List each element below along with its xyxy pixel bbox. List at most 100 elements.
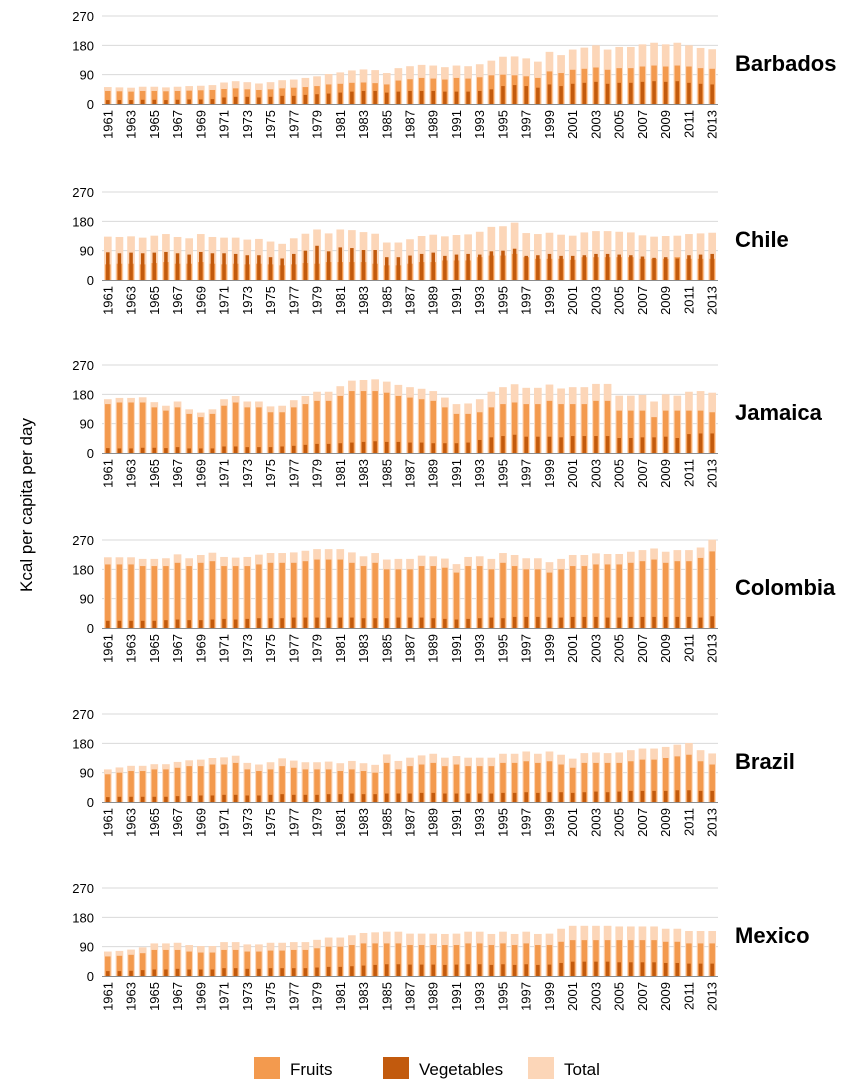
fruit-bar-mexico-1980 [325, 946, 332, 976]
vegetable-bar-chile-1969 [199, 251, 203, 280]
fruit-bar-mexico-1964 [139, 953, 146, 976]
fruit-bar-mexico-1975 [267, 950, 274, 976]
fruit-bar-brazil-1987 [407, 766, 413, 802]
vegetable-bar-chile-2013 [710, 253, 714, 280]
x-tick-colombia-2003: 2003 [588, 634, 603, 663]
vegetable-bar-chile-2001 [570, 255, 575, 280]
fruit-bar-barbados-1972 [232, 88, 239, 104]
x-tick-mexico-1999: 1999 [542, 982, 557, 1011]
vegetable-bar-jamaica-1965 [152, 447, 157, 453]
x-tick-brazil-1975: 1975 [263, 808, 278, 837]
fruit-bar-colombia-1967 [174, 562, 181, 628]
fruit-bar-jamaica-1993 [476, 412, 483, 453]
vegetable-bar-colombia-2010 [675, 616, 680, 628]
fruit-bar-jamaica-1978 [302, 404, 309, 453]
vegetable-bar-chile-2006 [629, 255, 633, 280]
fruit-bar-mexico-1994 [488, 945, 495, 976]
x-tick-brazil-1973: 1973 [240, 808, 255, 837]
x-tick-brazil-2003: 2003 [588, 808, 603, 837]
x-tick-brazil-1969: 1969 [193, 808, 208, 837]
vegetable-bar-barbados-1961 [106, 100, 110, 104]
fruit-bar-mexico-1968 [186, 951, 192, 976]
vegetable-bar-chile-1973 [245, 255, 250, 280]
vegetable-bar-jamaica-1986 [396, 441, 401, 453]
y-tick-colombia-270: 270 [72, 533, 94, 548]
vegetable-bar-chile-1970 [210, 253, 215, 280]
vegetable-bar-mexico-1985 [384, 964, 389, 976]
vegetable-bar-barbados-1982 [350, 91, 354, 104]
y-tick-barbados-0: 0 [87, 97, 94, 112]
vegetable-bar-barbados-1985 [384, 92, 389, 104]
fruit-bar-colombia-1984 [372, 562, 378, 628]
vegetable-bar-brazil-1997 [524, 792, 528, 802]
vegetable-bar-chile-1986 [396, 257, 401, 280]
vegetable-bar-colombia-1983 [361, 618, 366, 628]
fruit-bar-brazil-2009 [662, 758, 669, 802]
vegetable-bar-mexico-1979 [315, 967, 319, 976]
fruit-bar-colombia-1963 [128, 564, 134, 628]
fruit-bar-brazil-1972 [232, 762, 239, 802]
x-tick-barbados-1977: 1977 [286, 110, 301, 139]
vegetable-bar-brazil-1995 [501, 792, 505, 802]
x-tick-chile-2009: 2009 [658, 286, 673, 315]
vegetable-bar-brazil-2013 [710, 790, 714, 802]
vegetable-bar-jamaica-1963 [129, 448, 133, 453]
x-tick-colombia-1985: 1985 [379, 634, 394, 663]
x-tick-chile-2003: 2003 [588, 286, 603, 315]
vegetable-bar-barbados-2007 [640, 81, 645, 104]
fruit-bar-brazil-1977 [291, 767, 297, 802]
vegetable-bar-chile-1992 [466, 253, 470, 280]
x-tick-barbados-2001: 2001 [565, 110, 580, 139]
vegetable-bar-colombia-1994 [489, 617, 494, 628]
fruit-bar-brazil-1986 [395, 769, 402, 802]
x-tick-colombia-1967: 1967 [170, 634, 185, 663]
fruit-bar-colombia-1964 [139, 566, 146, 628]
vegetable-bar-chile-1974 [257, 255, 261, 280]
x-tick-brazil-2005: 2005 [612, 808, 627, 837]
vegetable-bar-colombia-1975 [268, 618, 273, 628]
x-tick-brazil-2001: 2001 [565, 808, 580, 837]
vegetable-bar-chile-1961 [106, 252, 110, 280]
vegetable-bar-mexico-2006 [629, 962, 633, 976]
x-tick-colombia-1987: 1987 [403, 634, 418, 663]
fruit-bar-mexico-1989 [430, 945, 437, 976]
x-tick-brazil-1997: 1997 [519, 808, 534, 837]
y-tick-colombia-90: 90 [80, 592, 94, 607]
vegetable-bar-brazil-1989 [431, 792, 436, 802]
fruit-bar-jamaica-2007 [639, 410, 646, 453]
vegetable-bar-mexico-1995 [501, 964, 505, 976]
panel-title-colombia: Colombia [735, 575, 836, 600]
fruit-bar-brazil-2000 [558, 764, 564, 802]
vegetable-bar-jamaica-1987 [408, 442, 412, 453]
x-tick-jamaica-1987: 1987 [403, 459, 418, 488]
vegetable-bar-barbados-1967 [175, 99, 180, 104]
x-tick-mexico-1973: 1973 [240, 982, 255, 1011]
vegetable-bar-jamaica-2012 [698, 433, 703, 453]
fruit-bar-mexico-2009 [662, 941, 669, 976]
vegetable-bar-chile-1976 [280, 258, 284, 280]
vegetable-bar-colombia-2009 [663, 616, 668, 628]
fruit-bar-jamaica-1969 [198, 417, 204, 453]
x-tick-barbados-2009: 2009 [658, 110, 673, 139]
vegetable-bar-brazil-1991 [454, 793, 459, 802]
fruit-bar-brazil-2007 [639, 759, 646, 802]
vegetable-bar-jamaica-1992 [466, 442, 470, 453]
y-tick-mexico-270: 270 [72, 881, 94, 896]
vegetable-bar-mexico-1970 [210, 969, 215, 976]
fruit-bar-colombia-2003 [593, 564, 599, 628]
fruit-bar-mexico-1971 [221, 949, 227, 976]
vegetable-bar-chile-1989 [431, 252, 436, 280]
fruit-bar-jamaica-1977 [291, 407, 297, 453]
fruit-bar-barbados-1964 [139, 90, 146, 104]
vegetable-bar-chile-1965 [152, 252, 157, 280]
vegetable-bar-jamaica-1991 [454, 443, 459, 453]
vegetable-bar-brazil-1996 [512, 792, 517, 802]
panel-title-jamaica: Jamaica [735, 400, 823, 425]
fruit-bar-jamaica-2001 [569, 404, 576, 453]
vegetable-bar-mexico-2005 [617, 962, 621, 976]
fruit-bar-jamaica-1999 [546, 400, 553, 453]
fruit-bar-barbados-1961 [105, 90, 111, 104]
x-tick-brazil-1967: 1967 [170, 808, 185, 837]
x-tick-jamaica-2009: 2009 [658, 459, 673, 488]
vegetable-bar-mexico-2003 [594, 961, 598, 976]
